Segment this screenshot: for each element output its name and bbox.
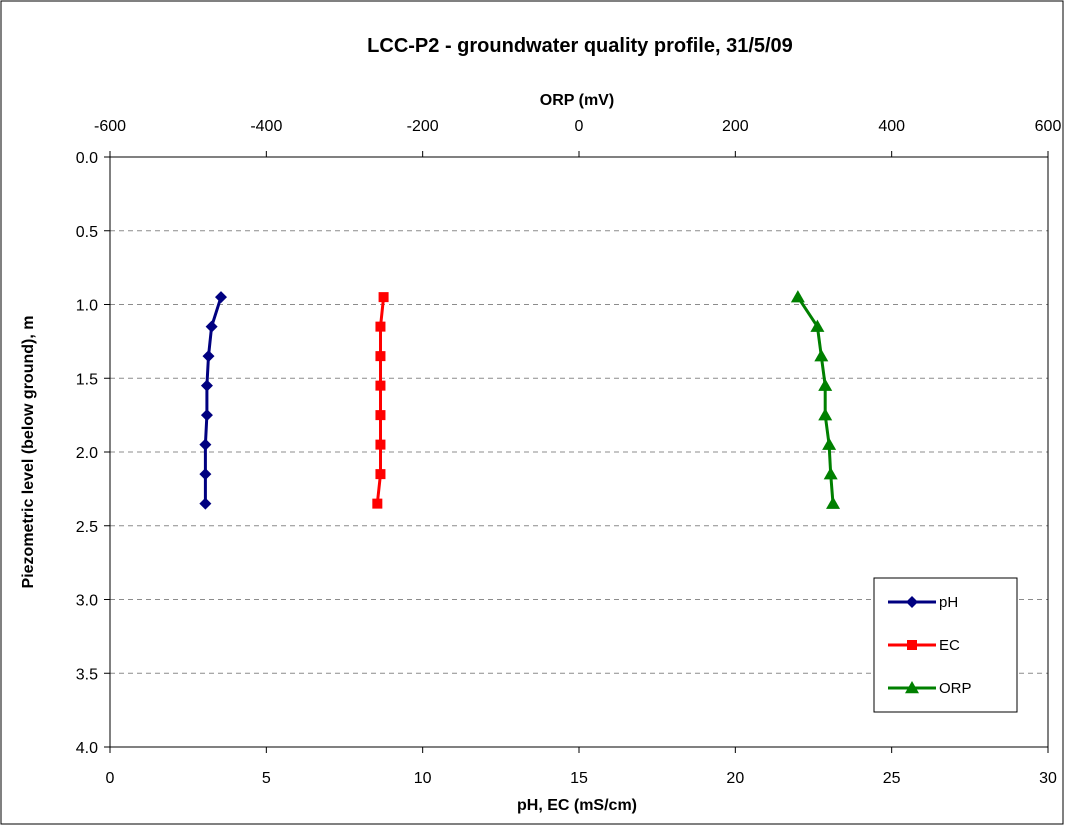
data-point-ec	[375, 321, 386, 332]
y-tick-label: 0.5	[76, 224, 98, 241]
top-axis-title: ORP (mV)	[540, 92, 614, 109]
x-bottom-tick-label: 20	[726, 770, 744, 787]
y-tick-label: 1.5	[76, 371, 98, 388]
legend-label-ec: EC	[939, 637, 960, 654]
x-bottom-tick-label: 0	[106, 770, 115, 787]
x-bottom-tick-label: 30	[1039, 770, 1057, 787]
data-point-ph	[199, 468, 212, 481]
data-point-ph	[205, 320, 218, 333]
legend-label-ph: pH	[939, 594, 958, 611]
x-top-tick-label: -600	[94, 118, 126, 135]
x-bottom-tick-label: 15	[570, 770, 588, 787]
x-top-tick-label: 0	[575, 118, 584, 135]
y-tick-label: 3.0	[76, 593, 98, 610]
legend: pH EC ORP	[873, 577, 1018, 713]
data-point-ec	[375, 439, 386, 450]
series-layer	[199, 290, 841, 510]
x-bottom-tick-label: 25	[883, 770, 901, 787]
legend-label-orp: ORP	[939, 680, 972, 697]
legend-marker-ec	[907, 640, 917, 650]
y-tick-label: 4.0	[76, 740, 98, 757]
grid-layer	[110, 230, 1048, 674]
y-tick-label: 2.0	[76, 445, 98, 462]
data-point-ph	[214, 291, 227, 304]
data-point-ec	[375, 469, 386, 480]
data-point-ec	[378, 292, 389, 303]
legend-marker-ph	[906, 596, 918, 608]
data-point-orp	[822, 437, 837, 450]
y-tick-label: 2.5	[76, 519, 98, 536]
x-bottom-tick-label: 5	[262, 770, 271, 787]
data-point-ec	[375, 351, 386, 362]
data-point-orp	[790, 290, 805, 303]
data-point-orp	[818, 378, 833, 391]
data-point-orp	[823, 467, 838, 480]
data-point-orp	[818, 408, 833, 421]
legend-marker-orp	[905, 681, 919, 694]
data-point-ph	[202, 350, 215, 363]
data-point-ph	[199, 497, 212, 510]
y-tick-label: 0.0	[76, 150, 98, 167]
y-tick-label: 1.0	[76, 298, 98, 315]
data-point-orp	[810, 319, 825, 332]
x-top-tick-label: -400	[250, 118, 282, 135]
bottom-axis-title: pH, EC (mS/cm)	[517, 797, 637, 814]
chart-title: LCC-P2 - groundwater quality profile, 31…	[367, 35, 793, 57]
x-top-tick-label: 600	[1035, 118, 1062, 135]
data-point-ec	[372, 498, 383, 509]
data-point-orp	[814, 349, 829, 362]
data-point-orp	[826, 496, 841, 509]
x-top-tick-label: 400	[878, 118, 905, 135]
data-point-ph	[200, 379, 213, 392]
x-top-tick-label: 200	[722, 118, 749, 135]
x-bottom-tick-label: 10	[414, 770, 432, 787]
y-tick-label: 3.5	[76, 666, 98, 683]
data-point-ec	[375, 410, 386, 421]
data-point-ph	[200, 409, 213, 422]
y-axis-title: Piezometric level (below ground), m	[20, 316, 37, 589]
data-point-ph	[199, 438, 212, 451]
data-point-ec	[375, 380, 386, 391]
axes-layer: 0.0 0.5 1.0 1.5 2.0 2.5 3.0 3.5 4.0 0 5 10 15 20 25 30 -…	[76, 118, 1062, 787]
x-top-tick-label: -200	[407, 118, 439, 135]
